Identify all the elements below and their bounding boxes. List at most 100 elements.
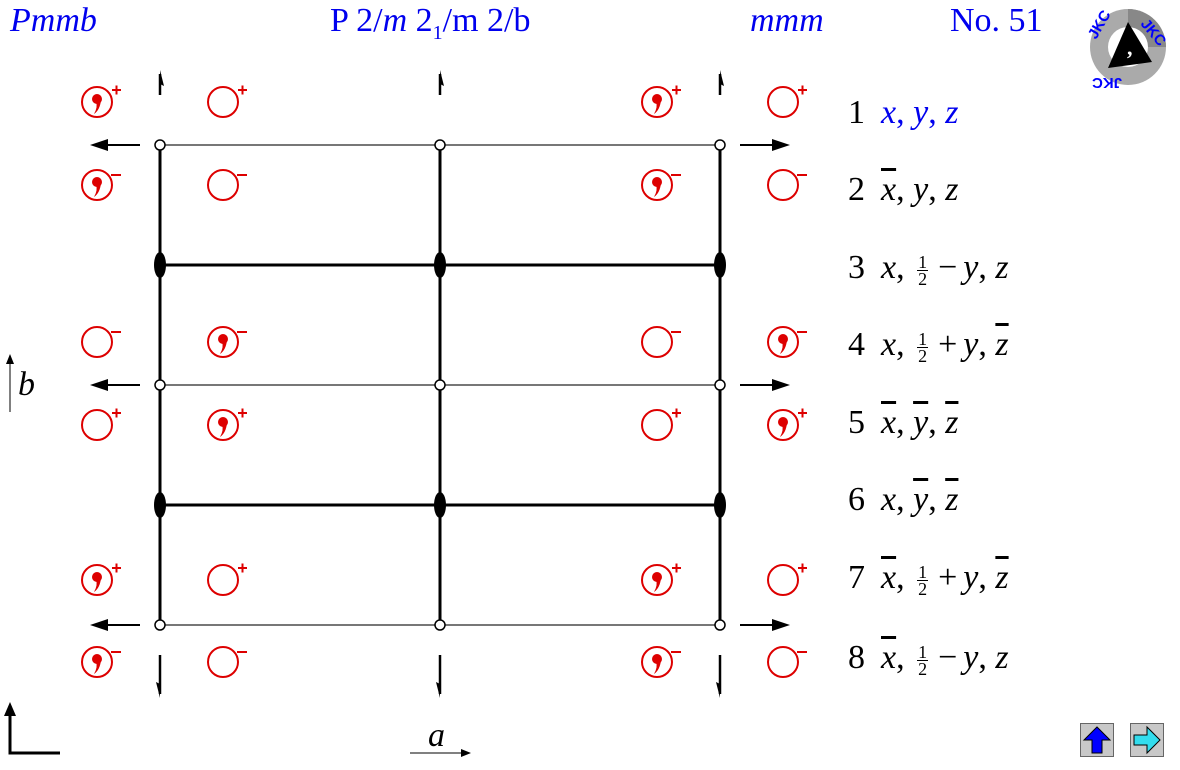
plus-sign-icon [238, 408, 247, 418]
enantiomorph-position-icon [641, 646, 681, 678]
up-button[interactable] [1080, 723, 1114, 757]
comma-tail-icon [780, 423, 787, 437]
inversion-center-icon [434, 619, 446, 631]
plus-sign-icon [672, 563, 681, 573]
position-number: 7 [848, 559, 865, 596]
enantiomorph-position-icon [81, 563, 121, 596]
svg-text:b: b [18, 366, 35, 403]
coordinate: z [945, 481, 959, 518]
b-axis: b [5, 354, 35, 412]
point-group: mmm [750, 2, 824, 39]
full-symbol-screw: 2 [415, 2, 433, 39]
arrowhead-icon [720, 70, 724, 86]
coordinate: z [995, 249, 1009, 286]
coordinate: x [881, 481, 897, 518]
comma-tail-icon [654, 183, 661, 197]
comma-tail-icon [654, 578, 661, 592]
position-icon [641, 326, 681, 358]
circle-icon [207, 86, 239, 118]
circle-icon [207, 646, 239, 678]
inversion-center-icon [434, 139, 446, 151]
svg-text:a: a [428, 717, 445, 754]
plus-sign-icon [112, 563, 121, 573]
comma-tail-icon [220, 340, 227, 354]
position-icon [767, 646, 807, 678]
circle-icon [207, 326, 239, 358]
coordinate: x [881, 326, 897, 363]
comma-tail-icon [94, 660, 101, 674]
twofold-axis-icon [714, 492, 726, 518]
position-icon [81, 408, 121, 441]
circle-icon [641, 564, 673, 596]
position-icon [207, 563, 247, 596]
coordinate: 1 2 + y [917, 326, 979, 366]
arrow-up-icon [1082, 726, 1112, 754]
position-icon [767, 563, 807, 596]
position-number: 5 [848, 404, 865, 441]
position-number: 8 [848, 639, 865, 676]
arrowhead-icon [772, 139, 790, 151]
circle-icon [641, 326, 673, 358]
enantiomorph-position-icon [641, 85, 681, 118]
full-symbol-mirror: m [382, 2, 408, 39]
circle-icon [767, 169, 799, 201]
position-icon [767, 169, 807, 201]
position-icon [207, 85, 247, 118]
short-symbol: Pmmb [10, 2, 97, 39]
circle-icon [207, 564, 239, 596]
full-symbol: P 2/m 21/m 2/b [330, 2, 531, 45]
coordinate: z [945, 404, 959, 441]
inversion-center-icon [434, 379, 446, 391]
arrowhead-icon [156, 682, 160, 698]
coordinate: x [881, 249, 897, 286]
coordinate: x [881, 171, 897, 208]
circle-icon [767, 409, 799, 441]
coordinate: 1 2 + y [917, 559, 979, 599]
coordinate: z [995, 559, 1009, 596]
circle-icon [81, 86, 113, 118]
circle-icon [641, 169, 673, 201]
circle-icon [81, 646, 113, 678]
coordinate: y [913, 481, 929, 518]
circle-icon [81, 169, 113, 201]
inversion-center-icon [154, 619, 166, 631]
plus-sign-icon [672, 85, 681, 95]
inversion-center-icon [154, 379, 166, 391]
twofold-axis-icon [154, 492, 166, 518]
twofold-axis-icon [714, 252, 726, 278]
next-button[interactable] [1130, 723, 1164, 757]
position-number: 1 [848, 94, 865, 131]
svg-text:,: , [1127, 35, 1133, 60]
comma-tail-icon [220, 423, 227, 437]
position-number: 2 [848, 171, 865, 208]
position-icon [207, 169, 247, 201]
arrowhead-icon [90, 619, 108, 631]
coordinate: y [913, 404, 929, 441]
comma-tail-icon [654, 100, 661, 114]
comma-tail-icon [654, 660, 661, 674]
position-number: 4 [848, 326, 865, 363]
enantiomorph-position-icon [767, 408, 807, 441]
circle-icon [767, 326, 799, 358]
twofold-axis-icon [434, 492, 446, 518]
arrowhead-icon [440, 70, 444, 86]
circle-icon [641, 646, 673, 678]
circle-icon [641, 86, 673, 118]
svg-text:JKC: JKC [1092, 74, 1122, 91]
enantiomorph-position-icon [207, 326, 247, 358]
arrowhead-icon [160, 70, 164, 86]
enantiomorph-position-icon [81, 646, 121, 678]
position-number: 3 [848, 249, 865, 286]
full-symbol-lattice: P 2/ [330, 2, 383, 39]
plus-sign-icon [798, 85, 807, 95]
